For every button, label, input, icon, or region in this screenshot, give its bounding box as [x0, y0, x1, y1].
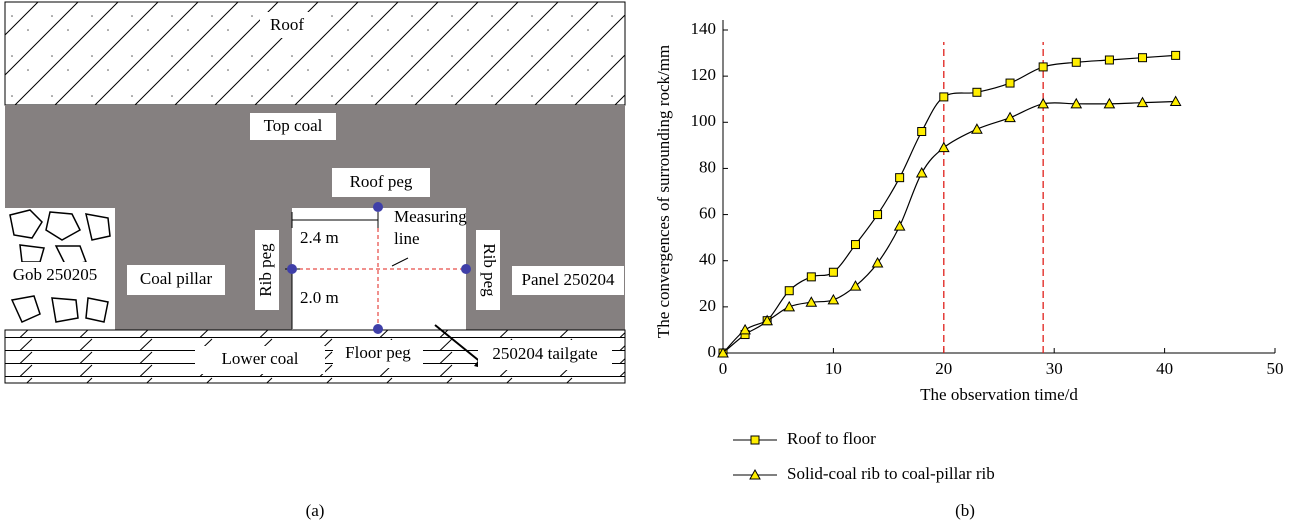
marker — [1105, 56, 1113, 64]
marker — [973, 88, 981, 96]
marker — [1172, 51, 1180, 59]
marker — [939, 143, 949, 152]
marker — [895, 221, 905, 230]
y-axis-label: The convergences of surrounding rock/mm — [654, 45, 673, 338]
marker — [1006, 79, 1014, 87]
marker — [851, 241, 859, 249]
y-tick-label: 100 — [691, 111, 717, 130]
legend-label: Roof to floor — [787, 429, 876, 448]
rib-peg-label: Rib peg — [256, 243, 275, 297]
x-tick-label: 30 — [1046, 359, 1063, 378]
x-tick-label: 20 — [935, 359, 952, 378]
width-label: 2.4 m — [300, 228, 339, 247]
y-tick-label: 20 — [699, 296, 716, 315]
top-coal-label: Top coal — [264, 116, 323, 135]
x-tick-label: 0 — [719, 359, 728, 378]
marker — [940, 93, 948, 101]
caption: (b) — [955, 501, 975, 520]
y-tick-label: 60 — [699, 203, 716, 222]
y-tick-label: 120 — [691, 65, 717, 84]
marker — [1171, 97, 1181, 106]
marker — [918, 128, 926, 136]
marker — [1072, 58, 1080, 66]
marker — [785, 287, 793, 295]
legend-label: Solid-coal rib to coal-pillar rib — [787, 464, 995, 483]
tailgate-label: 250204 tailgate — [492, 344, 597, 363]
roof-label: Roof — [270, 15, 304, 34]
roof-peg-label: Roof peg — [350, 172, 413, 191]
x-tick-label: 10 — [825, 359, 842, 378]
marker — [829, 268, 837, 276]
marker — [807, 273, 815, 281]
marker — [917, 168, 927, 177]
x-axis-label: The observation time/d — [920, 385, 1078, 404]
marker — [873, 258, 883, 267]
chart: 0 20 40 60 80 100 120 140 0 10 20 30 40 50 The observa… — [654, 19, 1284, 520]
legend-marker — [751, 436, 759, 444]
marker — [972, 124, 982, 133]
x-tick-label: 40 — [1156, 359, 1173, 378]
marker — [740, 325, 750, 334]
y-tick-label: 0 — [708, 342, 717, 361]
y-tick-label: 80 — [699, 157, 716, 176]
y-tick-label: 140 — [691, 19, 717, 38]
height-label: 2.0 m — [300, 288, 339, 307]
coal-pillar-label: Coal pillar — [140, 269, 213, 288]
y-tick-label: 40 — [699, 250, 716, 269]
figure: Roof Top coal Roof peg Measuring line 2.… — [0, 0, 1298, 525]
marker — [1039, 63, 1047, 71]
floor-peg-label: Floor peg — [345, 343, 411, 362]
marker — [784, 302, 794, 311]
lower-coal-label: Lower coal — [222, 349, 299, 368]
marker — [896, 174, 904, 182]
series-line — [723, 102, 1176, 353]
measuring-label: Measuring — [394, 207, 467, 226]
marker — [1005, 113, 1015, 122]
measuring-label: line — [394, 229, 420, 248]
roadway-diagram: Roof Top coal Roof peg Measuring line 2.… — [5, 2, 625, 520]
rib-peg-label: Rib peg — [480, 243, 499, 297]
caption: (a) — [306, 501, 325, 520]
gob-label: Gob 250205 — [13, 265, 98, 284]
marker — [828, 295, 838, 304]
marker — [874, 211, 882, 219]
panel-label: Panel 250204 — [521, 270, 615, 289]
x-tick-label: 50 — [1267, 359, 1284, 378]
marker — [1139, 54, 1147, 62]
